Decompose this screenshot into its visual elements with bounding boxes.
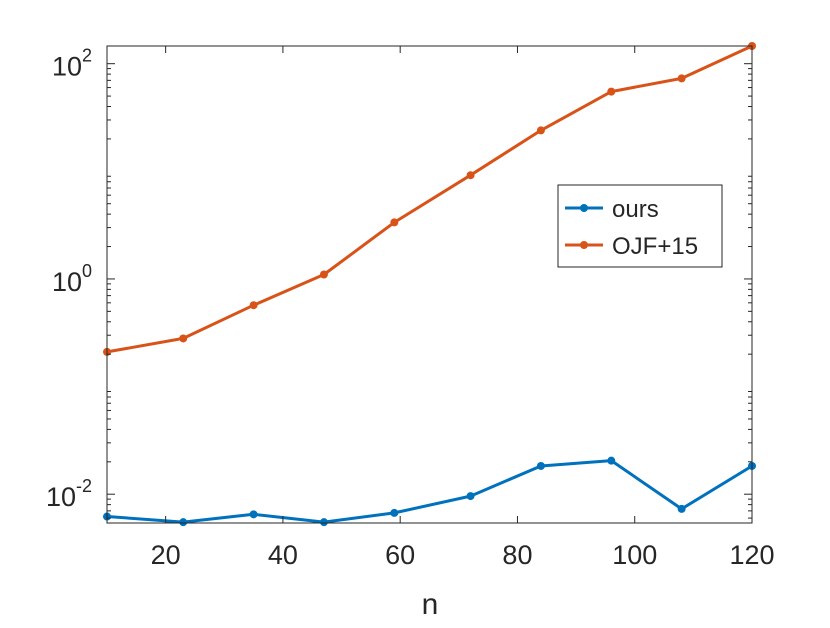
series-line-ours <box>106 459 753 524</box>
data-point-ojf15 <box>249 301 258 310</box>
legend: ours OJF+15 <box>557 184 723 268</box>
y-tick-label: 10-2 <box>46 476 92 512</box>
data-point-ojf15 <box>536 126 545 135</box>
axes-box <box>106 45 753 524</box>
data-point-ours <box>179 518 188 527</box>
data-point-ours <box>390 508 399 517</box>
y-tick-label: 100 <box>52 261 92 297</box>
data-point-ours <box>466 492 475 501</box>
data-point-ojf15 <box>179 334 188 343</box>
y-tick-label: 102 <box>52 46 92 82</box>
x-axis-title: n <box>422 588 439 621</box>
data-point-ours <box>536 461 545 470</box>
plot-area <box>107 46 752 523</box>
data-point-ojf15 <box>607 87 616 96</box>
data-point-ojf15 <box>319 270 328 279</box>
series-line-ojf15 <box>106 44 753 354</box>
legend-box <box>557 184 723 268</box>
x-tick-label: 120 <box>729 540 774 570</box>
legend-marker-ours <box>580 204 588 212</box>
legend-marker-ojf15 <box>580 241 588 249</box>
data-point-ours <box>677 504 686 513</box>
data-point-ojf15 <box>677 74 686 83</box>
data-point-ours <box>319 518 328 527</box>
data-point-ours <box>249 510 258 519</box>
x-tick-label: 20 <box>151 540 181 570</box>
data-point-ojf15 <box>466 171 475 180</box>
data-point-ojf15 <box>390 218 399 227</box>
x-tick-label: 100 <box>612 540 657 570</box>
x-tick-label: 80 <box>502 540 532 570</box>
legend-label-ojf15: OJF+15 <box>612 233 698 260</box>
legend-label-ours: ours <box>612 196 659 223</box>
data-point-ours <box>607 456 616 465</box>
axes-layer: 20 40 60 80 100 120 10-2 100 102 <box>46 45 775 570</box>
x-tick-label: 40 <box>268 540 298 570</box>
series-layer <box>103 42 756 527</box>
x-tick-label: 60 <box>385 540 415 570</box>
